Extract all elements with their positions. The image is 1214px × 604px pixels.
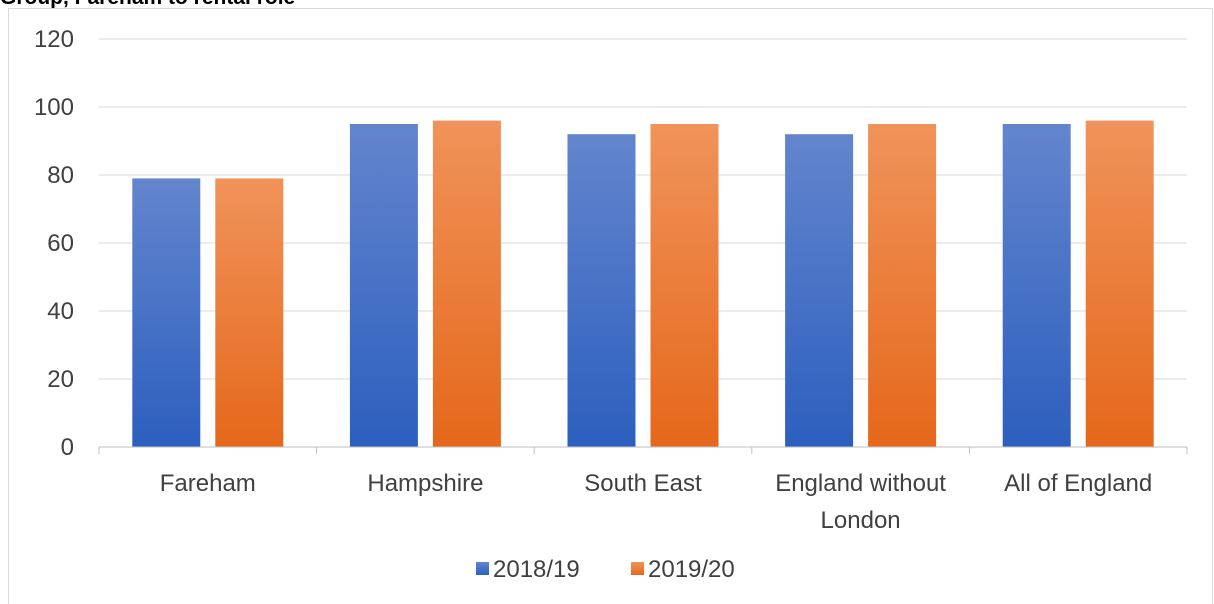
bar-series1 — [1002, 124, 1071, 447]
x-axis — [98, 446, 1188, 454]
y-tick-label: 20 — [47, 366, 74, 393]
x-tick-label: Fareham — [160, 470, 256, 497]
x-tick-label-line: Fareham — [160, 470, 256, 497]
x-tick-label-line: South East — [584, 470, 702, 497]
bar-series1 — [132, 178, 201, 447]
y-tick-label: 120 — [34, 26, 74, 53]
bar-series1 — [785, 134, 854, 447]
bar-series2 — [215, 178, 284, 447]
x-tick-label: England without London — [775, 470, 946, 534]
legend-swatch — [631, 562, 644, 575]
y-tick-label: 100 — [34, 94, 74, 121]
x-tick-label-line: Hampshire — [367, 470, 483, 497]
x-tick-label: South East — [584, 470, 702, 497]
legend: 2018/19 2019/20 — [476, 556, 735, 583]
bar-series2 — [1085, 120, 1154, 447]
legend-label: 2019/20 — [648, 556, 735, 583]
bars — [132, 120, 1154, 447]
y-tick-label: 80 — [47, 162, 74, 189]
legend-swatch — [476, 562, 489, 575]
y-axis-ticks: 0 20 40 60 80 100 120 — [34, 26, 74, 461]
x-tick-label-line: London — [821, 507, 901, 534]
bar-series2 — [650, 124, 719, 447]
chart-frame — [8, 8, 1213, 604]
bar-series1 — [567, 134, 636, 447]
bar-series2 — [432, 120, 501, 447]
x-tick-label-line: England without — [775, 470, 946, 497]
x-axis-labels: Fareham Hampshire South East England withou… — [160, 470, 1152, 534]
x-tick-label-line: All of England — [1004, 470, 1152, 497]
legend-label: 2018/19 — [493, 556, 580, 583]
bar-series1 — [349, 124, 418, 447]
x-tick-label: All of England — [1004, 470, 1152, 497]
y-tick-label: 60 — [47, 230, 74, 257]
y-tick-label: 0 — [61, 434, 74, 461]
x-tick-label: Hampshire — [367, 470, 483, 497]
chart-title-fragment: Group, Fareham to rental role — [0, 0, 295, 10]
bar-series2 — [868, 124, 937, 447]
y-tick-label: 40 — [47, 298, 74, 325]
